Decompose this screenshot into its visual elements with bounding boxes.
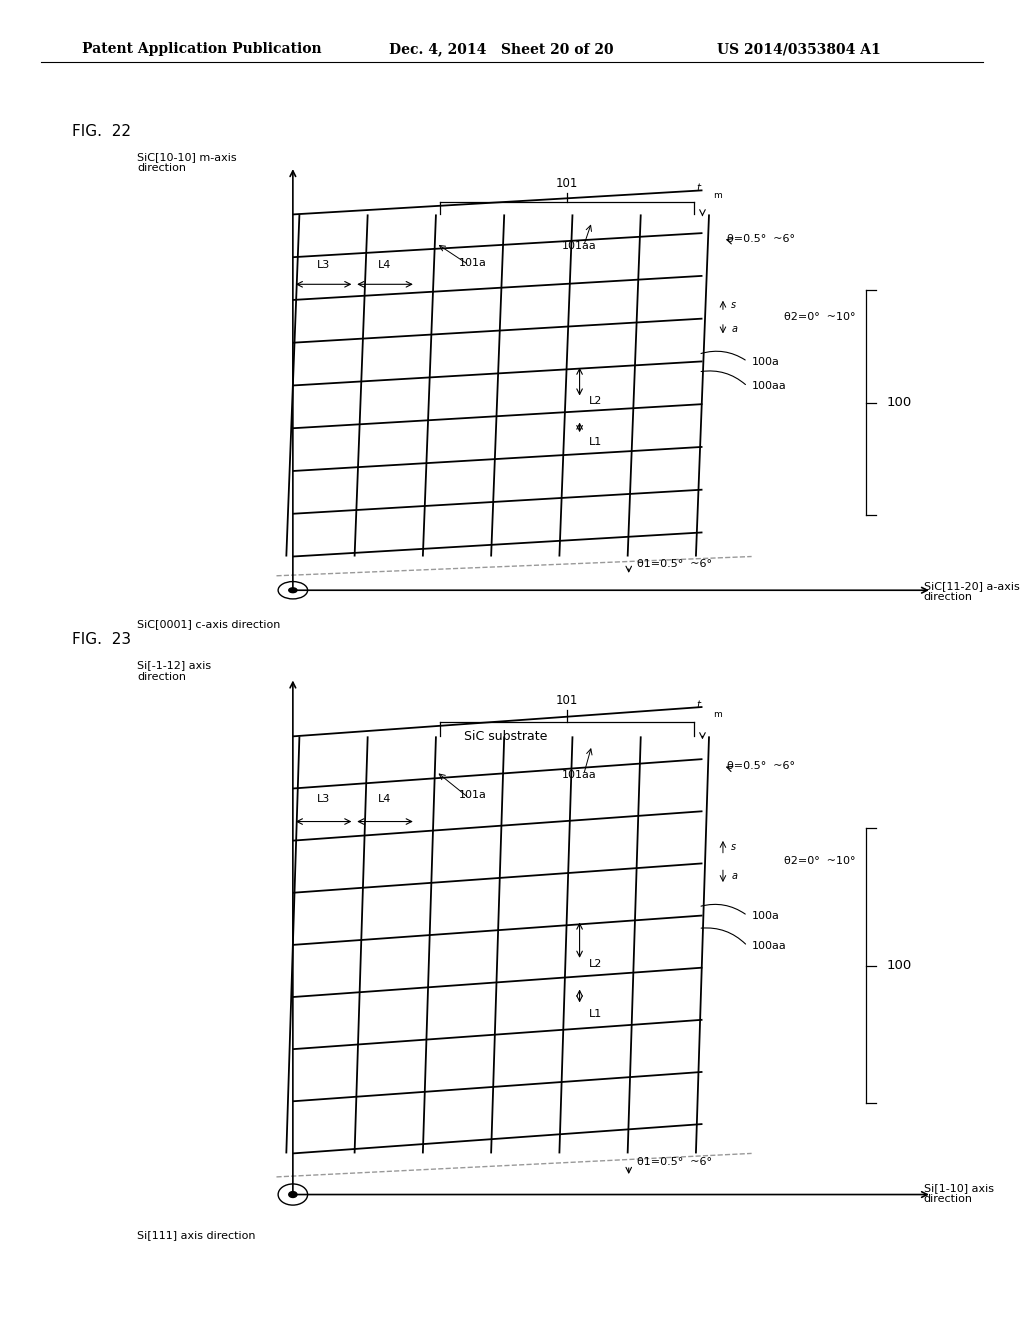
Text: 101a: 101a [459,257,487,268]
Text: 100: 100 [887,960,912,973]
Circle shape [289,587,297,593]
Text: L1: L1 [590,1010,602,1019]
Text: Dec. 4, 2014   Sheet 20 of 20: Dec. 4, 2014 Sheet 20 of 20 [389,42,613,57]
Text: θ=0.5°  ~6°: θ=0.5° ~6° [727,760,795,771]
Text: 101a: 101a [459,791,487,800]
Text: a: a [731,325,737,334]
Text: m: m [713,710,722,718]
Text: SiC[10-10] m-axis
direction: SiC[10-10] m-axis direction [137,152,237,173]
Text: θ2=0°  ~10°: θ2=0° ~10° [784,857,856,866]
Text: 100a: 100a [752,356,779,367]
Text: 100aa: 100aa [752,381,786,392]
Text: 101aa: 101aa [562,240,597,251]
Text: Si[-1-12] axis
direction: Si[-1-12] axis direction [137,660,211,681]
Text: L2: L2 [589,958,603,969]
Text: SiC[11-20] a-axis
direction: SiC[11-20] a-axis direction [924,581,1020,602]
Text: θ=0.5°  ~6°: θ=0.5° ~6° [727,234,795,243]
Text: FIG.  22: FIG. 22 [72,124,131,139]
Text: L3: L3 [317,793,330,804]
Text: L4: L4 [378,260,392,269]
Text: θ1=0.5°  ~6°: θ1=0.5° ~6° [637,1158,712,1167]
Text: L3: L3 [317,260,330,269]
Text: L1: L1 [590,437,602,447]
Circle shape [289,1192,297,1197]
Text: Patent Application Publication: Patent Application Publication [82,42,322,57]
Text: L2: L2 [589,396,603,407]
Text: Si[111] axis direction: Si[111] axis direction [137,1230,256,1239]
Text: 101aa: 101aa [562,770,597,780]
Text: L4: L4 [378,793,392,804]
Text: θ2=0°  ~10°: θ2=0° ~10° [784,312,856,322]
Text: t: t [696,700,700,710]
Text: 100: 100 [887,396,912,409]
Text: s: s [731,842,736,851]
Text: US 2014/0353804 A1: US 2014/0353804 A1 [717,42,881,57]
Text: 100a: 100a [752,911,779,920]
Text: SiC[0001] c-axis direction: SiC[0001] c-axis direction [137,619,281,630]
Text: t: t [696,182,700,193]
Text: SiC substrate: SiC substrate [464,730,548,743]
Text: Si[1-10] axis
direction: Si[1-10] axis direction [924,1183,993,1204]
Text: a: a [731,871,737,882]
Text: m: m [713,191,722,199]
Text: 101: 101 [556,177,579,190]
Text: θ1=0.5°  ~6°: θ1=0.5° ~6° [637,558,712,569]
Text: 100aa: 100aa [752,941,786,950]
Text: s: s [731,300,736,310]
Text: 101: 101 [556,694,579,708]
Text: FIG.  23: FIG. 23 [72,632,131,647]
